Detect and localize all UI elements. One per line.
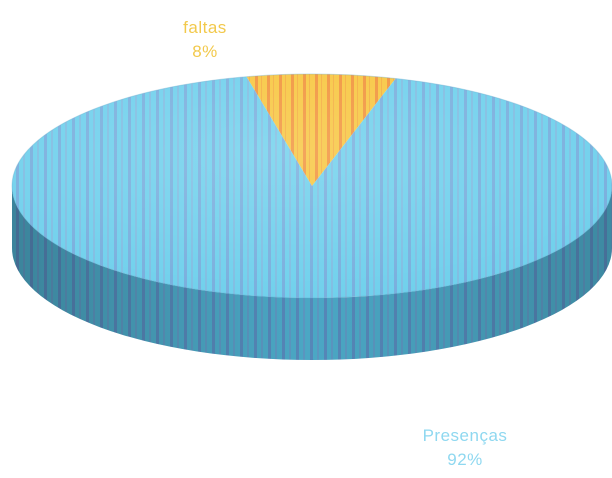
data-label-faltas: faltas 8% xyxy=(160,16,250,64)
data-label-presencas-percent: 92% xyxy=(447,450,483,469)
pie-side-shading xyxy=(12,186,612,360)
data-label-presencas: Presenças 92% xyxy=(395,424,535,472)
pie-top-face xyxy=(11,73,612,299)
data-label-presencas-name: Presenças xyxy=(422,426,508,445)
data-label-faltas-name: faltas xyxy=(183,18,227,37)
pie-side-wall xyxy=(12,186,612,360)
data-label-faltas-percent: 8% xyxy=(192,42,218,61)
